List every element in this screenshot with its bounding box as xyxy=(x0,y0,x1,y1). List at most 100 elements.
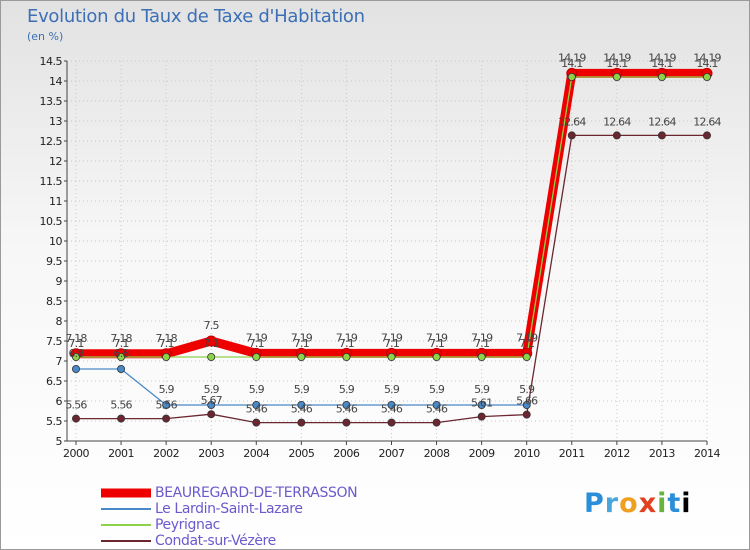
data-point xyxy=(657,131,666,140)
data-label: 5.56 xyxy=(65,399,87,412)
data-label: 7.5 xyxy=(204,319,220,332)
chart-subtitle: (en %) xyxy=(27,30,64,43)
y-tick-label: 8.5 xyxy=(46,295,62,308)
data-point xyxy=(342,418,351,427)
y-tick-label: 11 xyxy=(49,195,62,208)
data-point xyxy=(207,410,216,419)
data-point xyxy=(432,400,441,409)
x-tick-label: 2013 xyxy=(649,447,675,460)
x-tick-label: 2008 xyxy=(424,447,450,460)
data-label: 12.64 xyxy=(648,115,676,128)
data-label: 14.1 xyxy=(561,57,582,70)
data-label: 7.1 xyxy=(519,337,534,350)
data-label: 5.9 xyxy=(159,383,175,396)
logo-letter: t xyxy=(667,488,682,519)
y-tick-label: 14.5 xyxy=(40,55,63,68)
y-tick-label: 12 xyxy=(49,155,62,168)
data-label: 5.9 xyxy=(474,383,490,396)
data-label: 5.9 xyxy=(339,383,355,396)
data-label: 5.46 xyxy=(246,403,268,416)
data-point xyxy=(567,73,576,82)
x-tick-label: 2003 xyxy=(198,447,224,460)
y-tick-label: 5.5 xyxy=(46,415,62,428)
legend-label-condat: Condat-sur-Vézère xyxy=(155,533,276,549)
y-tick-label: 10 xyxy=(49,235,62,248)
data-point xyxy=(162,352,171,361)
data-label: 7.18 xyxy=(65,332,87,345)
data-point xyxy=(522,400,531,409)
data-label: 14.1 xyxy=(651,57,672,70)
data-label: 7.19 xyxy=(336,331,358,344)
y-tick-label: 14 xyxy=(49,75,62,88)
data-point xyxy=(387,352,396,361)
data-label: 7.18 xyxy=(155,332,177,345)
data-label: 7.1 xyxy=(429,337,444,350)
chart-title: Evolution du Taux de Taxe d'Habitation xyxy=(27,6,365,27)
data-label: 5.46 xyxy=(336,403,358,416)
data-label: 7.1 xyxy=(204,337,219,350)
data-point xyxy=(162,400,171,409)
data-label: 7.1 xyxy=(114,337,129,350)
data-point xyxy=(387,418,396,427)
data-point xyxy=(117,364,126,373)
data-point xyxy=(477,400,486,409)
y-tick-label: 9 xyxy=(56,275,63,288)
legend-swatch-condat xyxy=(101,540,151,542)
y-tick-label: 13 xyxy=(49,115,62,128)
data-label: 12.64 xyxy=(693,115,721,128)
data-label: 5.46 xyxy=(291,403,313,416)
data-point xyxy=(657,73,666,82)
logo-letter: i xyxy=(681,488,692,519)
y-tick-label: 6.5 xyxy=(46,375,62,388)
data-point xyxy=(297,418,306,427)
data-point xyxy=(207,352,216,361)
data-label: 5.9 xyxy=(294,383,310,396)
data-point xyxy=(477,412,486,421)
legend-swatch-peyrignac xyxy=(101,524,151,526)
data-label: 14.19 xyxy=(693,51,721,64)
data-label: 7.1 xyxy=(384,337,399,350)
x-tick-label: 2006 xyxy=(333,447,359,460)
data-label: 7.1 xyxy=(339,337,354,350)
y-tick-label: 5 xyxy=(56,435,63,448)
legend-swatch-beauregard xyxy=(101,488,151,498)
data-label: 12.64 xyxy=(558,115,586,128)
data-point xyxy=(297,400,306,409)
data-point xyxy=(612,131,621,140)
data-label: 14.1 xyxy=(606,57,627,70)
legend-label-beauregard: BEAUREGARD-DE-TERRASSON xyxy=(155,485,358,501)
data-label: 5.9 xyxy=(204,383,220,396)
data-point xyxy=(72,352,81,361)
data-point xyxy=(252,352,261,361)
data-point xyxy=(72,414,81,423)
data-label: 5.9 xyxy=(519,383,535,396)
data-point xyxy=(522,352,531,361)
data-label: 5.56 xyxy=(155,399,177,412)
data-label: 5.9 xyxy=(429,383,445,396)
data-point xyxy=(432,418,441,427)
y-tick-label: 6 xyxy=(56,395,63,408)
x-tick-label: 2001 xyxy=(108,447,134,460)
data-point xyxy=(162,414,171,423)
x-tick-label: 2004 xyxy=(243,447,269,460)
data-point xyxy=(252,418,261,427)
data-label: 5.9 xyxy=(249,383,265,396)
data-point xyxy=(205,335,217,347)
y-tick-label: 9.5 xyxy=(46,255,62,268)
x-tick-label: 2000 xyxy=(63,447,89,460)
data-label: 7.1 xyxy=(294,337,309,350)
data-point xyxy=(567,131,576,140)
x-tick-label: 2009 xyxy=(469,447,495,460)
logo-letter: o xyxy=(619,488,639,519)
legend-item-lardin: Le Lardin-Saint-Lazare xyxy=(101,501,357,517)
series-line xyxy=(76,134,707,424)
data-label: 5.9 xyxy=(384,383,400,396)
data-label: 14.1 xyxy=(696,57,717,70)
legend-item-condat: Condat-sur-Vézère xyxy=(101,533,357,549)
logo-letter: x xyxy=(638,488,658,519)
data-point xyxy=(477,352,486,361)
legend-label-lardin: Le Lardin-Saint-Lazare xyxy=(155,501,303,517)
data-label: 6.8 xyxy=(68,347,84,360)
